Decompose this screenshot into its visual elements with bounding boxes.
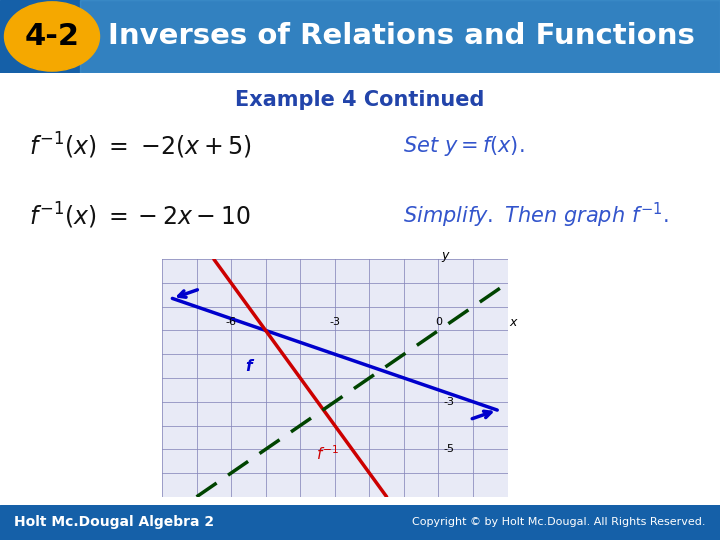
- Bar: [80, 0, 720, 73]
- Text: Holt Mc.Dougal Algebra 2: Holt Mc.Dougal Algebra 2: [14, 516, 215, 529]
- Text: 0: 0: [435, 317, 442, 327]
- Text: $f^{-1}(x)$ $= -2x - 10$: $f^{-1}(x)$ $= -2x - 10$: [29, 200, 251, 231]
- Ellipse shape: [4, 2, 99, 71]
- Text: $f^{-1}$: $f^{-1}$: [316, 444, 340, 463]
- Text: -5: -5: [444, 444, 454, 454]
- Text: Copyright © by Holt Mc.Dougal. All Rights Reserved.: Copyright © by Holt Mc.Dougal. All Right…: [412, 517, 706, 528]
- Text: f: f: [245, 359, 252, 374]
- Text: Example 4 Continued: Example 4 Continued: [235, 90, 485, 110]
- Text: -3: -3: [329, 317, 341, 327]
- Text: $f^{-1}(x)$ $=$ $-2(x + 5)$: $f^{-1}(x)$ $=$ $-2(x + 5)$: [29, 131, 251, 161]
- Text: $Simplify.\ Then\ graph\ f^{-1}.$: $Simplify.\ Then\ graph\ f^{-1}.$: [403, 201, 669, 230]
- Text: y: y: [441, 249, 449, 262]
- Text: 4-2: 4-2: [24, 22, 79, 51]
- Text: Inverses of Relations and Functions: Inverses of Relations and Functions: [108, 23, 695, 50]
- Text: -3: -3: [444, 397, 454, 407]
- Text: x: x: [509, 316, 516, 329]
- Text: -6: -6: [225, 317, 237, 327]
- Text: $Set\ y = f(x).$: $Set\ y = f(x).$: [403, 134, 525, 158]
